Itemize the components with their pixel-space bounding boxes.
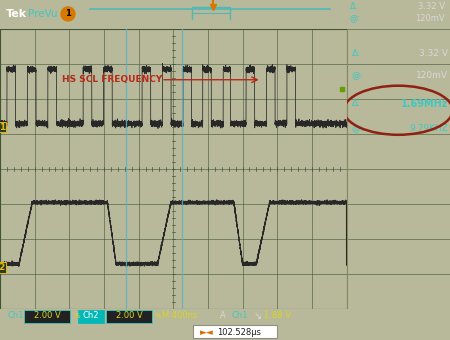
Text: Δ:: Δ: — [352, 99, 361, 108]
Text: 2.00 V: 2.00 V — [34, 311, 60, 321]
Text: 1: 1 — [0, 123, 5, 132]
Text: Δ:: Δ: — [350, 2, 359, 12]
Text: 2: 2 — [0, 263, 5, 272]
Text: PreVu: PreVu — [28, 9, 58, 19]
Text: 2.00 V: 2.00 V — [116, 311, 142, 321]
Text: Ch1: Ch1 — [8, 311, 24, 321]
Text: Ch1: Ch1 — [232, 311, 248, 321]
Text: Tek: Tek — [6, 9, 27, 19]
FancyBboxPatch shape — [193, 325, 277, 338]
Text: @:: @: — [350, 14, 361, 23]
FancyBboxPatch shape — [78, 310, 104, 323]
Text: 102.528μs: 102.528μs — [217, 328, 261, 337]
Text: HS SCL FREQUENCY: HS SCL FREQUENCY — [63, 75, 162, 84]
Text: ↘: ↘ — [254, 311, 262, 321]
FancyBboxPatch shape — [106, 310, 152, 323]
FancyBboxPatch shape — [24, 310, 70, 323]
Text: %: % — [74, 313, 81, 319]
Text: 9.79KHZ: 9.79KHZ — [409, 124, 448, 133]
Text: 1: 1 — [65, 10, 71, 18]
Text: M 400ns: M 400ns — [162, 311, 198, 321]
Text: Δ:: Δ: — [352, 49, 361, 57]
Text: 1.88 V: 1.88 V — [264, 311, 291, 321]
Text: 3.32 V: 3.32 V — [418, 2, 445, 12]
Text: 120mV: 120mV — [416, 71, 448, 80]
Text: 1.69MHz: 1.69MHz — [400, 99, 448, 109]
Text: ►◄: ►◄ — [200, 328, 214, 337]
Text: 3.32 V: 3.32 V — [419, 49, 448, 57]
Text: 120mV: 120mV — [415, 14, 445, 23]
Text: A: A — [220, 311, 226, 321]
Text: @:: @: — [352, 71, 364, 80]
Text: @:: @: — [352, 124, 364, 133]
Text: Ch2: Ch2 — [83, 311, 99, 321]
Circle shape — [61, 7, 75, 21]
Text: %: % — [155, 313, 162, 319]
